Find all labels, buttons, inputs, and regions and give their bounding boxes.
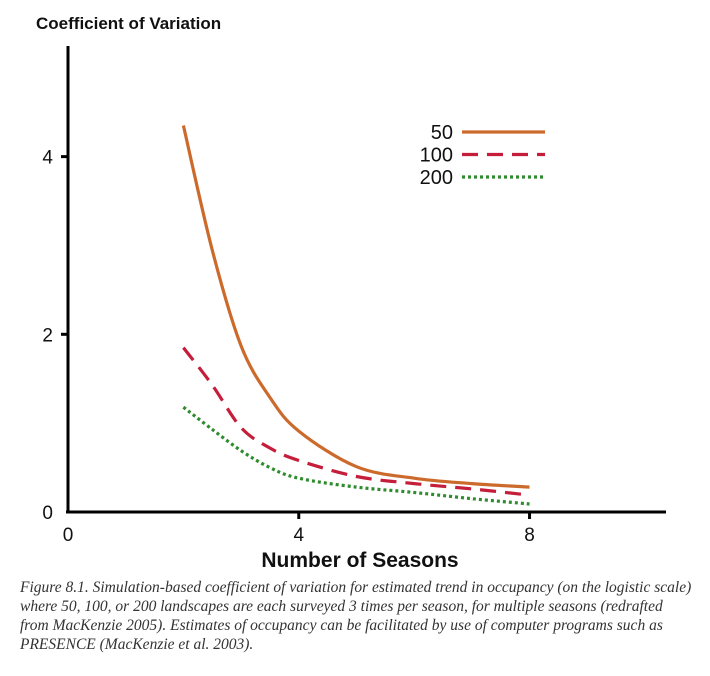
- legend-label: 200: [420, 167, 453, 189]
- axis-ticks: 0 2 4 0 4 8: [42, 148, 534, 546]
- x-axis-label: Number of Seasons: [261, 549, 458, 572]
- series-line-100: [182, 346, 530, 497]
- x-tick-label: 8: [524, 525, 535, 546]
- cv-line-chart: Coefficient of Variation 0 2 4 0 4 8 50100200…: [36, 14, 666, 572]
- y-tick-label: 2: [42, 325, 53, 346]
- y-tick-label: 4: [42, 148, 53, 169]
- x-tick-label: 4: [293, 525, 304, 546]
- chart-title: Coefficient of Variation: [36, 14, 221, 33]
- series-line-50: [181, 125, 530, 489]
- legend-label: 50: [431, 122, 453, 144]
- legend-label: 100: [420, 145, 453, 167]
- figure-caption: Figure 8.1. Simulation-based coefficient…: [20, 579, 692, 653]
- x-tick-label: 0: [63, 525, 74, 546]
- y-tick-label: 0: [42, 503, 53, 524]
- series-lines: [181, 125, 530, 506]
